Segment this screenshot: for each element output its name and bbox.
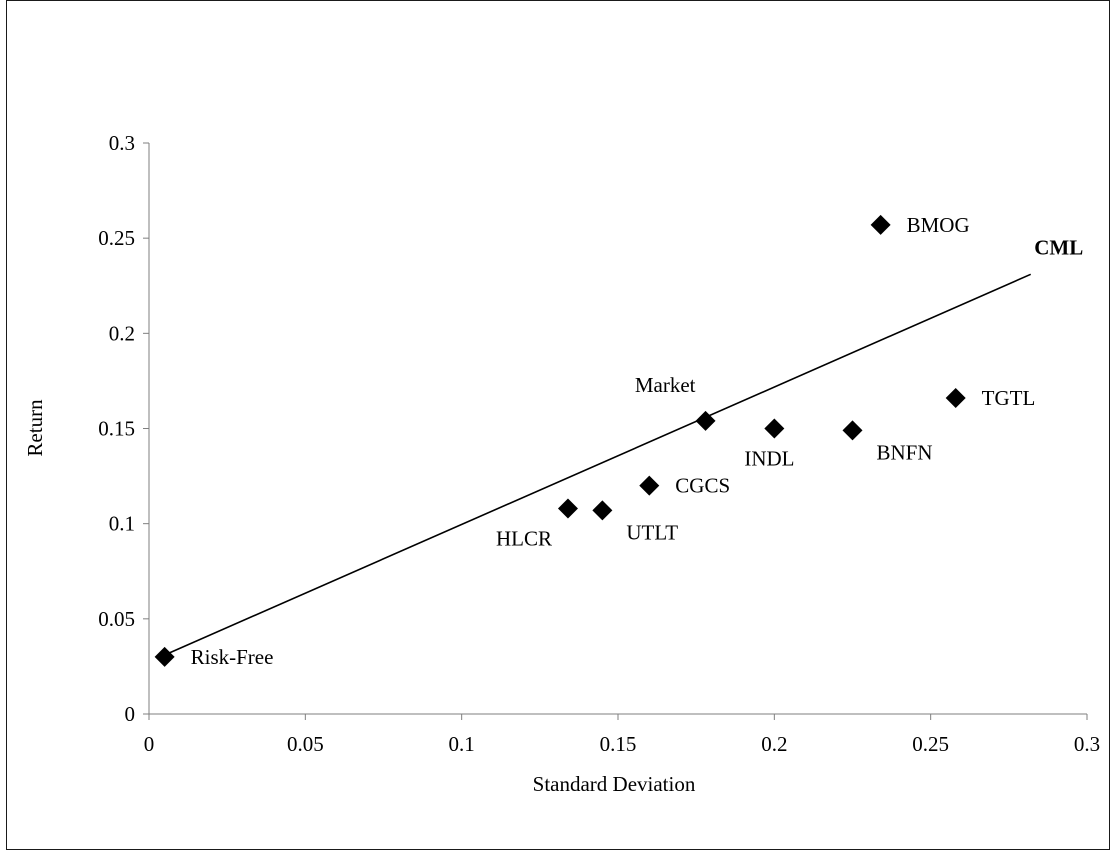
data-point-label: Market xyxy=(635,373,696,397)
y-tick-label: 0 xyxy=(125,702,136,726)
cml-line-label: CML xyxy=(1034,235,1083,259)
data-point-label: Risk-Free xyxy=(191,645,274,669)
labels-group: Risk-Free HLCR UTLT CGCS Market INDL BNFN TGTL B… xyxy=(191,213,1036,669)
x-tick-label: 0.25 xyxy=(912,732,949,756)
data-point-marker xyxy=(695,410,716,431)
data-point-marker xyxy=(592,500,613,521)
axes: 0 0.05 0.1 0.15 0.2 0.25 0.3 0 0.05 0.1 0.15 0.2 0.2… xyxy=(98,131,1100,756)
x-tick-label: 0.1 xyxy=(449,732,475,756)
data-point-marker xyxy=(557,498,578,519)
x-tick-label: 0.05 xyxy=(287,732,324,756)
data-point-marker xyxy=(870,214,891,235)
y-axis-title: Return xyxy=(23,399,47,457)
data-point-marker xyxy=(945,388,966,409)
data-point-label: HLCR xyxy=(496,526,552,550)
data-point-label: BMOG xyxy=(907,213,970,237)
y-tick-label: 0.05 xyxy=(98,607,135,631)
data-point-marker xyxy=(154,646,175,667)
y-tick-label: 0.15 xyxy=(98,417,135,441)
y-tick-label: 0.3 xyxy=(109,131,135,155)
data-point-label: TGTL xyxy=(982,386,1036,410)
y-tick-label: 0.2 xyxy=(109,321,135,345)
points-group xyxy=(154,214,966,667)
data-point-label: CGCS xyxy=(675,474,730,498)
chart-frame xyxy=(6,0,1110,850)
y-tick-label: 0.25 xyxy=(98,226,135,250)
data-point-label: UTLT xyxy=(626,520,678,544)
y-tick-label: 0.1 xyxy=(109,512,135,536)
data-point-marker xyxy=(639,475,660,496)
data-point-marker xyxy=(764,418,785,439)
data-point-marker xyxy=(842,420,863,441)
cml-line-group: CML xyxy=(164,235,1083,656)
x-tick-label: 0.2 xyxy=(761,732,787,756)
x-axis-title: Standard Deviation xyxy=(533,772,696,796)
x-tick-label: 0.15 xyxy=(600,732,637,756)
x-tick-label: 0.3 xyxy=(1074,732,1100,756)
x-tick-label: 0 xyxy=(144,732,155,756)
data-point-label: INDL xyxy=(744,447,794,471)
cml-line xyxy=(164,273,1032,656)
data-point-label: BNFN xyxy=(877,440,933,464)
